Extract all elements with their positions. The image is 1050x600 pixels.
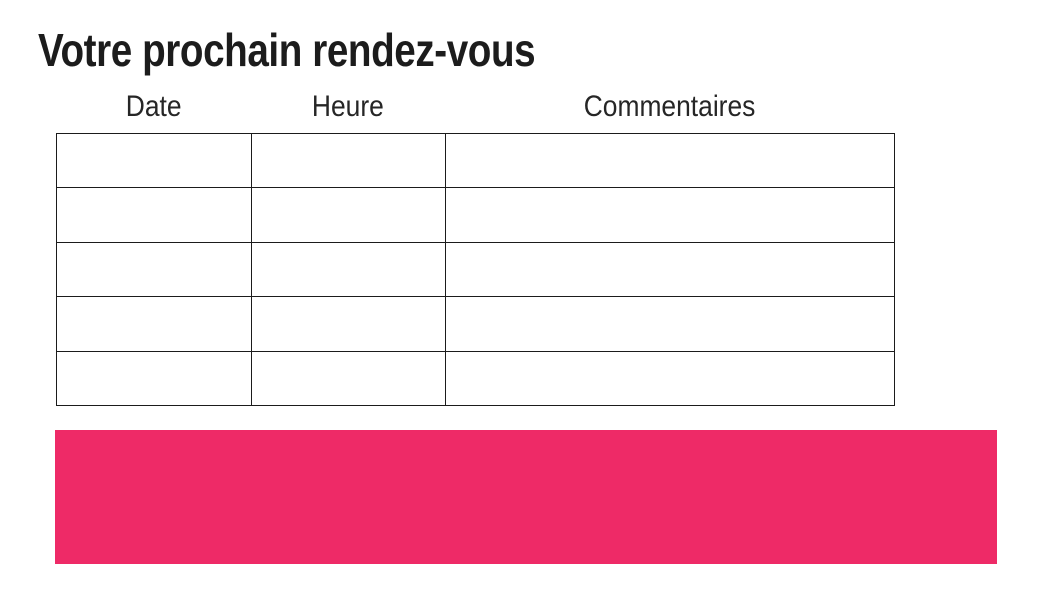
page-title: Votre prochain rendez-vous	[38, 24, 536, 76]
column-header-date: Date	[56, 92, 251, 122]
table-cell	[251, 350, 446, 407]
table-row	[56, 350, 895, 407]
table-cell	[251, 132, 446, 189]
column-header-date-label: Date	[125, 90, 182, 123]
table-row	[56, 241, 895, 298]
table-row	[56, 296, 895, 352]
table-cell	[56, 296, 252, 352]
table-cell	[445, 132, 895, 189]
table-cell	[251, 187, 446, 243]
table-cell	[445, 187, 895, 243]
table-row	[56, 187, 895, 243]
appointments-table	[56, 132, 895, 407]
table-cell	[56, 350, 252, 407]
column-header-commentaires: Commentaires	[445, 92, 894, 122]
table-row	[56, 132, 895, 189]
pink-banner	[55, 430, 997, 564]
table-cell	[56, 187, 252, 243]
column-header-heure-label: Heure	[312, 90, 384, 123]
table-cell	[56, 132, 252, 189]
column-header-commentaires-label: Commentaires	[583, 90, 756, 123]
column-header-heure: Heure	[251, 92, 445, 122]
table-cell	[445, 296, 895, 352]
table-header-row: Date Heure Commentaires	[56, 92, 894, 122]
table-cell	[251, 296, 446, 352]
table-cell	[445, 241, 895, 298]
appointments-table-body	[56, 132, 895, 407]
table-cell	[251, 241, 446, 298]
table-cell	[445, 350, 895, 407]
table-cell	[56, 241, 252, 298]
